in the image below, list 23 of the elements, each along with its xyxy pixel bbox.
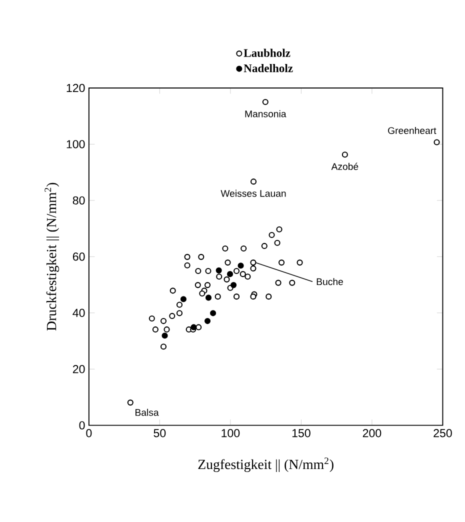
annotation: Mansonia [245, 110, 286, 118]
x-tick-label: 200 [362, 429, 382, 438]
y-tick-label: 20 [72, 365, 85, 374]
annotation: Buche [316, 278, 343, 286]
y-tick-label: 120 [66, 84, 85, 92]
y-tick-label: 80 [72, 196, 85, 205]
y-tick-label: 0 [79, 421, 85, 430]
legend-label: Laubholz [244, 48, 290, 57]
x-axis-title: Zugfestigkeit || (N/mm$^{2}$) [198, 458, 334, 472]
y-axis-title: Druckfestigkeit || (N/mm$^{2}$) [44, 182, 60, 331]
legend-label: Nadelholz [244, 64, 293, 72]
annotation: Balsa [136, 408, 159, 416]
x-tick-label: 0 [86, 429, 92, 438]
annotation: Greenheart [388, 126, 436, 134]
x-tick-label: 250 [434, 429, 452, 438]
annotation: Weisses Lauan [220, 190, 286, 197]
y-tick-label: 40 [72, 308, 85, 317]
annotation: Azobé [331, 162, 358, 170]
x-tick-label: 50 [154, 429, 166, 438]
x-tick-label: 150 [292, 429, 310, 438]
y-tick-label: 60 [72, 252, 85, 261]
y-tick-label: 100 [66, 140, 85, 148]
x-tick-label: 100 [222, 429, 240, 438]
